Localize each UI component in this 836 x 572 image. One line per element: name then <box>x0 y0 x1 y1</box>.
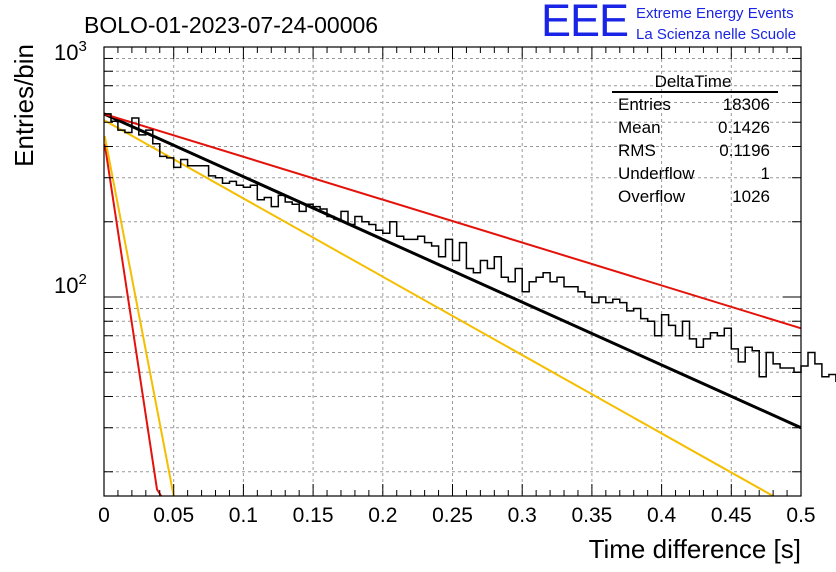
histogram-outline <box>104 113 836 383</box>
stats-value-underflow: 1 <box>761 164 770 183</box>
histogram <box>104 113 836 383</box>
x-tick-label: 0.4 <box>647 504 677 527</box>
x-axis-label: Time difference [s] <box>589 534 801 564</box>
stats-value-mean: 0.1426 <box>718 118 770 137</box>
eee-logo-line2: La Scienza nelle Scuole <box>636 26 797 43</box>
fit-curve-3 <box>103 143 163 497</box>
stats-label-entries: Entries <box>618 95 671 114</box>
stats-label-rms: RMS <box>618 141 656 160</box>
stats-box: DeltaTime Entries 18306 Mean 0.1426 RMS … <box>612 72 778 206</box>
x-tick-label: 0.3 <box>508 504 537 527</box>
x-tick-label: 0.25 <box>432 504 473 527</box>
x-tick-label: 0.05 <box>153 504 194 527</box>
stats-value-rms: 0.1196 <box>719 141 770 160</box>
stats-value-entries: 18306 <box>723 95 770 114</box>
x-tick-label: 0.15 <box>293 504 334 527</box>
axis-ticks <box>103 46 802 496</box>
fit-curve-0 <box>103 112 802 430</box>
eee-logo-line1: Extreme Energy Events <box>636 5 794 22</box>
grid <box>104 47 801 496</box>
x-tick-label: 0.45 <box>711 504 752 527</box>
fit-curve-1 <box>103 112 802 330</box>
fit-curve-4 <box>103 135 175 497</box>
chart-title: BOLO-01-2023-07-24-00006 <box>84 12 378 38</box>
stats-title: DeltaTime <box>655 72 732 91</box>
y-tick-label-1000: 103 <box>54 38 87 65</box>
eee-logo: EEE Extreme Energy Events La Scienza nel… <box>541 0 831 46</box>
fit-curve-2 <box>103 119 774 497</box>
x-tick-labels: 0 0.05 0.1 0.15 0.2 0.25 0.3 0.35 0.4 0.45 0.5 <box>98 504 815 527</box>
stats-label-mean: Mean <box>618 118 661 137</box>
x-tick-label: 0.5 <box>786 504 815 527</box>
y-tick-label-100: 102 <box>54 271 87 298</box>
stats-label-overflow: Overflow <box>618 187 686 206</box>
stats-label-underflow: Underflow <box>618 164 695 183</box>
x-tick-label: 0.1 <box>229 504 258 527</box>
x-tick-label: 0.2 <box>368 504 397 527</box>
stats-value-overflow: 1026 <box>732 187 770 206</box>
x-tick-label: 0 <box>98 504 110 527</box>
eee-logo-mark: EEE <box>541 0 629 46</box>
x-tick-label: 0.35 <box>571 504 612 527</box>
y-axis-label: Entries/bin <box>9 44 39 167</box>
